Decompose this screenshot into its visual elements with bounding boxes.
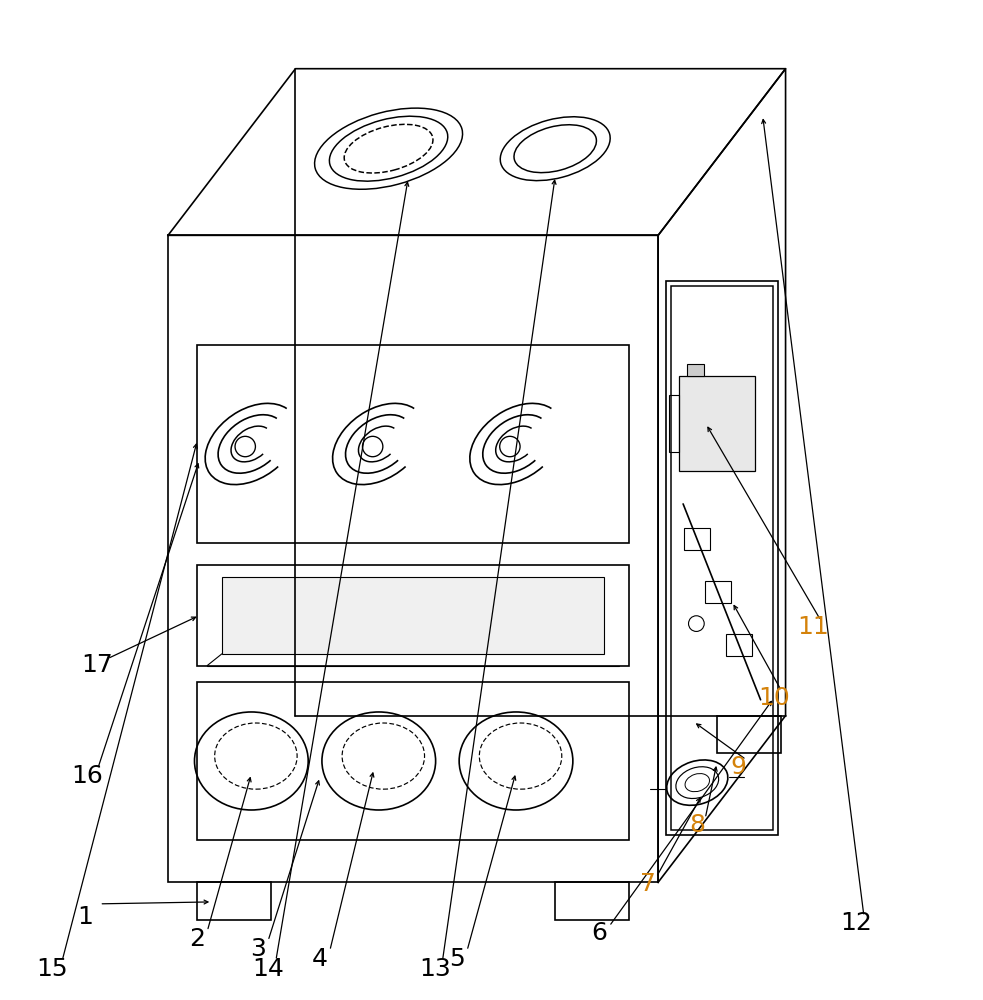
Text: 9: 9 <box>730 755 746 779</box>
Bar <box>679 376 756 471</box>
Bar <box>168 235 659 882</box>
Text: 16: 16 <box>72 764 103 788</box>
Bar <box>198 565 629 666</box>
Text: 15: 15 <box>36 957 68 981</box>
Text: 8: 8 <box>689 813 706 837</box>
Bar <box>726 634 752 656</box>
Text: 3: 3 <box>251 937 266 961</box>
Bar <box>665 281 778 835</box>
Text: 2: 2 <box>190 927 205 951</box>
Bar <box>687 364 705 376</box>
Text: 11: 11 <box>797 615 829 639</box>
Text: 10: 10 <box>758 686 789 710</box>
Text: 12: 12 <box>840 911 872 935</box>
Bar <box>669 395 679 452</box>
Text: 4: 4 <box>312 947 328 971</box>
Bar <box>198 682 629 840</box>
Text: 14: 14 <box>252 957 284 981</box>
Bar <box>684 528 710 550</box>
Text: 5: 5 <box>449 947 465 971</box>
Text: 7: 7 <box>640 872 657 896</box>
Bar <box>670 286 773 830</box>
Bar <box>705 581 730 603</box>
Bar <box>222 577 605 654</box>
Text: 13: 13 <box>419 957 450 981</box>
Bar <box>717 716 781 753</box>
Text: 1: 1 <box>77 905 92 929</box>
Bar <box>555 882 629 920</box>
Bar <box>198 345 629 543</box>
Text: 17: 17 <box>82 653 113 677</box>
Bar <box>198 882 271 920</box>
Text: 6: 6 <box>592 921 607 945</box>
